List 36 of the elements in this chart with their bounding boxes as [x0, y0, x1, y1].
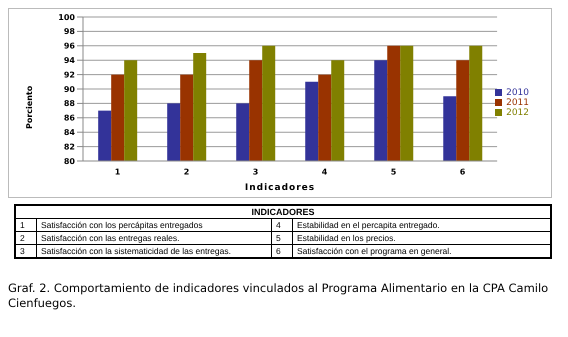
category-label: 3 — [20, 246, 25, 256]
category-label: 4 — [276, 220, 281, 230]
text: Satisfacción con la sistematicidad de las entregas. — [36, 244, 272, 258]
x-tick-label: 3 — [252, 168, 258, 177]
y-tick-label: 90 — [64, 84, 76, 94]
y-tick-label: 92 — [64, 70, 75, 80]
y-tick-label: 80 — [64, 156, 76, 166]
category-label: 5 — [276, 233, 281, 243]
text: Estabilidad en los precios. — [292, 232, 551, 244]
y-tick-label: 98 — [64, 27, 76, 36]
text: Estabilidad en el percapita entregado. — [292, 218, 551, 232]
y-tick-label: 82 — [64, 142, 75, 152]
y-axis-title: Porciento — [25, 86, 34, 129]
x-tick-label: 2 — [184, 168, 190, 177]
legend-label: 2011 — [506, 98, 529, 108]
category-label: 6 — [276, 246, 281, 256]
x-tick-label: 5 — [390, 168, 397, 177]
x-tick-label: 4 — [322, 168, 328, 177]
x-axis-title: Indicadores — [244, 183, 316, 193]
text: Satisfacción con las entregas reales. — [36, 232, 272, 244]
text: Satisfacción con los percápitas entregados — [36, 218, 272, 232]
legend-label: 2012 — [506, 108, 529, 118]
text: Graf. 2. Comportamiento de indicadores vinculados al Programa Alimentario en la CPA Camilo Cienfuegos. — [8, 281, 550, 311]
x-tick-label: 1 — [114, 168, 121, 177]
y-tick-label: 96 — [64, 42, 76, 51]
y-tick-label: 94 — [64, 56, 76, 66]
category-label: 2 — [20, 233, 25, 243]
x-tick-label: 6 — [460, 168, 466, 177]
text: Satisfacción con el programa en general. — [292, 244, 551, 258]
category-label: 1 — [20, 220, 25, 230]
y-tick-label: 84 — [64, 128, 76, 138]
y-tick-label: 86 — [64, 114, 76, 123]
legend-label: 2010 — [506, 88, 529, 98]
y-tick-label: 100 — [58, 12, 76, 22]
y-tick-label: 88 — [64, 99, 76, 108]
text: INDICADORES — [15, 205, 551, 218]
